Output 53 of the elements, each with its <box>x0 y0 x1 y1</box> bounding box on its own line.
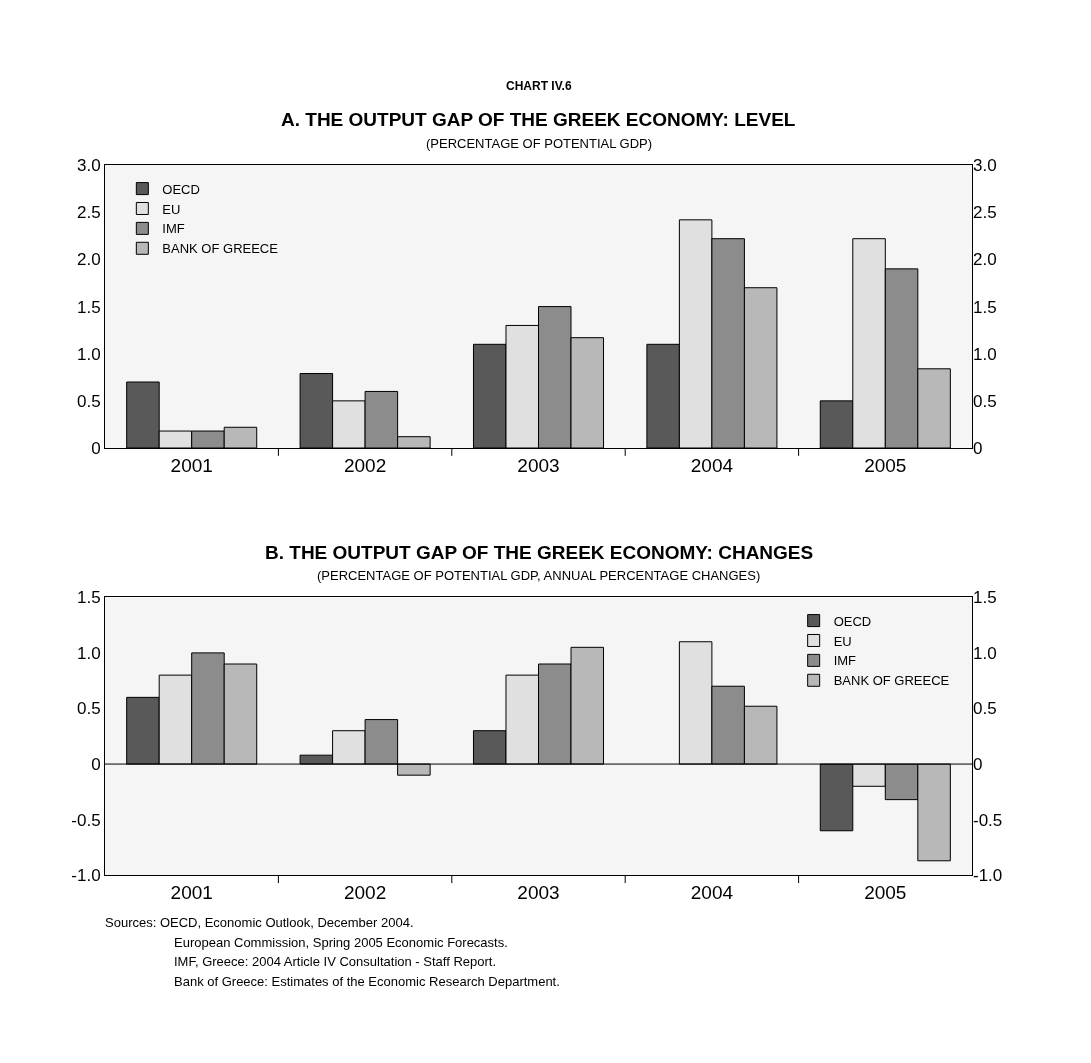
y-tick-label: 2.5 <box>76 203 101 223</box>
x-tick-label: 2004 <box>690 454 734 476</box>
y2-tick-label: 3.0 <box>973 156 997 176</box>
y-tick-label: -1.0 <box>71 866 101 886</box>
text: European Commission, Spring 2005 Economic Forecasts. <box>174 935 508 950</box>
y2-tick-label: -1.0 <box>973 866 1003 886</box>
legend-label: EU <box>162 201 181 217</box>
legend-label: BANK OF GREECE <box>833 673 950 689</box>
x-tick-label: 2004 <box>690 882 734 904</box>
y-tick-label: 0.5 <box>76 699 101 719</box>
source-note: Sources: OECD, Economic Outlook, December 2004. <box>105 915 414 930</box>
text: CHART IV.6 <box>506 79 572 93</box>
chart-title: B. THE OUTPUT GAP OF THE GREEK ECONOMY: CHANGES <box>265 542 814 563</box>
chart-subtitle: (PERCENTAGE OF POTENTIAL GDP) <box>426 136 653 151</box>
text: IMF, Greece: 2004 Article IV Consultation - Staff Report. <box>174 954 497 969</box>
legend-label: OECD <box>162 181 200 197</box>
y2-tick-label: 2.5 <box>973 203 997 223</box>
legend-label: EU <box>833 633 852 649</box>
chart-subtitle: (PERCENTAGE OF POTENTIAL GDP, ANNUAL PERCENTAGE CHANGES) <box>317 568 761 583</box>
y-tick-label: 2.0 <box>76 250 101 270</box>
y2-tick-label: 2.0 <box>973 250 997 270</box>
chart-title: A. THE OUTPUT GAP OF THE GREEK ECONOMY: LEVEL <box>281 109 796 130</box>
y2-tick-label: 1.0 <box>973 643 997 663</box>
y-tick-label: 1.0 <box>76 344 101 364</box>
y2-tick-label: 0.5 <box>973 391 997 411</box>
text: Bank of Greece: Estimates of the Economic Research Department. <box>174 974 560 989</box>
y2-tick-label: 1.0 <box>973 344 997 364</box>
x-tick-label: 2001 <box>170 882 213 904</box>
y2-tick-label: 0 <box>973 755 983 775</box>
legend-label: IMF <box>833 653 857 669</box>
legend-label: OECD <box>833 613 872 629</box>
y2-tick-label: 1.5 <box>973 588 997 608</box>
x-tick-label: 2002 <box>343 882 387 904</box>
y-tick-label: 3.0 <box>76 156 101 176</box>
y2-tick-label: 0 <box>973 438 983 458</box>
y-tick-label: 1.5 <box>76 588 101 608</box>
legend-label: BANK OF GREECE <box>162 241 279 257</box>
legend-label: IMF <box>162 221 185 237</box>
y2-tick-label: 0.5 <box>973 699 997 719</box>
x-tick-label: 2005 <box>864 454 907 476</box>
x-tick-label: 2005 <box>864 882 907 904</box>
y-tick-label: 0 <box>91 755 101 775</box>
y-tick-label: 1.5 <box>76 297 101 317</box>
y2-tick-label: -0.5 <box>973 810 1003 830</box>
y-tick-label: 0.5 <box>76 391 101 411</box>
y-tick-label: 1.0 <box>76 643 101 663</box>
y-tick-label: 0 <box>91 438 101 458</box>
x-tick-label: 2003 <box>517 454 560 476</box>
x-tick-label: 2003 <box>517 882 560 904</box>
x-tick-label: 2001 <box>170 454 213 476</box>
y-tick-label: -0.5 <box>71 810 101 830</box>
y2-tick-label: 1.5 <box>973 297 997 317</box>
x-tick-label: 2002 <box>343 454 387 476</box>
